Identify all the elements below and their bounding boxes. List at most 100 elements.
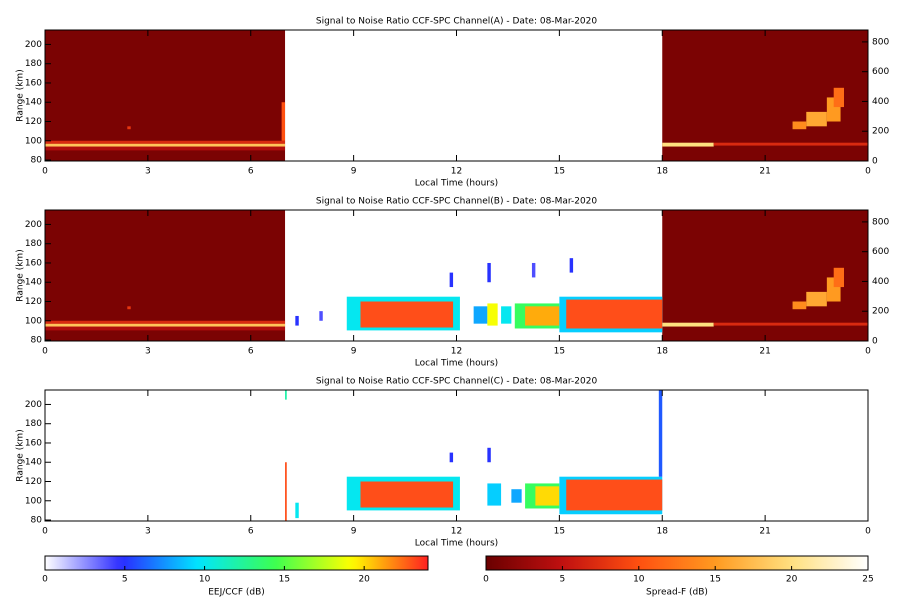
x-tick-label: 15 [554, 527, 565, 537]
x-tick-label: 21 [759, 167, 770, 177]
heatmap-cell [45, 143, 286, 147]
colorbar-tick-label: 25 [862, 575, 873, 585]
y2-tick-label: 600 [872, 247, 889, 257]
y-tick-label: 100 [25, 496, 42, 506]
heatmap-cell [566, 299, 663, 329]
heatmap-cell [295, 502, 299, 519]
x-tick-label: 12 [451, 167, 462, 177]
y-tick-label: 100 [25, 136, 42, 146]
x-tick-label: 0 [865, 527, 871, 537]
heatmap-cell [713, 142, 868, 146]
heatmap-cell [127, 306, 131, 310]
heatmap-cell [658, 390, 663, 477]
colorbar-tick-label: 0 [42, 575, 48, 585]
x-tick-label: 18 [657, 527, 669, 537]
x-tick-label: 6 [248, 347, 254, 357]
heatmap-cell [127, 126, 131, 130]
heatmap-cell [45, 140, 286, 144]
x-tick-label: 18 [657, 167, 669, 177]
heatmap-cell [792, 301, 807, 310]
y-tick-label: 120 [25, 297, 42, 307]
y2-tick-label: 400 [872, 97, 889, 107]
heatmap-cell [525, 306, 560, 326]
heatmap-cell [449, 272, 454, 288]
heatmap-cell [535, 486, 560, 506]
heatmap-cell [285, 462, 287, 521]
colorbar-tick-label: 15 [709, 575, 720, 585]
y-tick-label: 80 [31, 156, 43, 166]
y2-tick-label: 600 [872, 67, 889, 77]
colorbar-tick-label: 10 [633, 575, 645, 585]
heatmap-cell [806, 111, 827, 127]
x-axis-label: Local Time (hours) [415, 179, 498, 189]
x-tick-label: 6 [248, 527, 254, 537]
colorbar-tick-label: 5 [560, 575, 566, 585]
y-tick-label: 180 [25, 239, 42, 249]
y-tick-label: 140 [25, 98, 42, 108]
heatmap-cell [295, 315, 299, 326]
heatmap-cell [662, 142, 714, 147]
heatmap-cell [449, 452, 454, 463]
x-tick-label: 0 [865, 167, 871, 177]
x-tick-label: 3 [145, 527, 151, 537]
heatmap-cell [473, 306, 488, 324]
x-tick-label: 15 [554, 167, 565, 177]
heatmap-cell [566, 479, 663, 511]
panel-title: Signal to Noise Ratio CCF-SPC Channel(A)… [316, 17, 598, 27]
x-tick-label: 0 [865, 347, 871, 357]
y2-tick-label: 0 [872, 337, 878, 347]
y-tick-label: 180 [25, 59, 42, 69]
panel-title: Signal to Noise Ratio CCF-SPC Channel(C)… [316, 377, 598, 387]
y-tick-label: 120 [25, 477, 42, 487]
heatmap-cell [281, 102, 286, 141]
x-tick-label: 3 [145, 167, 151, 177]
x-tick-label: 18 [657, 347, 669, 357]
y2-tick-label: 200 [872, 307, 889, 317]
x-tick-label: 21 [759, 347, 770, 357]
x-tick-label: 0 [42, 527, 48, 537]
heatmap-cell [45, 30, 286, 161]
y2-tick-label: 0 [872, 157, 878, 167]
x-tick-label: 9 [351, 347, 357, 357]
colorbar-tick-label: 0 [483, 575, 489, 585]
y-axis-label: Range (km) [16, 249, 26, 301]
heatmap-cell [45, 323, 286, 327]
colorbar-tick-label: 5 [122, 575, 128, 585]
heatmap-cell [487, 303, 498, 326]
plot-area [285, 390, 663, 521]
y2-tick-label: 800 [872, 37, 889, 47]
plot-area [45, 30, 868, 161]
x-tick-label: 0 [42, 347, 48, 357]
y-tick-label: 140 [25, 278, 42, 288]
heatmap-cell [662, 322, 714, 327]
heatmap-cell [713, 322, 868, 326]
y2-tick-label: 200 [872, 127, 889, 137]
heatmap-cell [531, 262, 536, 278]
heatmap-cell [360, 301, 454, 328]
x-tick-label: 15 [554, 347, 565, 357]
y-tick-label: 160 [25, 258, 42, 268]
heatmap-cell [806, 291, 827, 307]
heatmap-cell [833, 267, 844, 288]
y2-tick-label: 400 [872, 277, 889, 287]
y-tick-label: 80 [31, 336, 43, 346]
x-tick-label: 9 [351, 527, 357, 537]
colorbar-tick-label: 10 [199, 575, 211, 585]
x-tick-label: 12 [451, 347, 462, 357]
heatmap-cell [487, 483, 502, 506]
x-axis-label: Local Time (hours) [415, 359, 498, 369]
colorbar-label: Spread-F (dB) [646, 588, 708, 598]
heatmap-cell [569, 258, 574, 273]
heatmap-cell [45, 320, 286, 324]
y-tick-label: 140 [25, 458, 42, 468]
colorbar-label: EEJ/CCF (dB) [208, 588, 265, 598]
heatmap-cell [319, 311, 323, 321]
plot-area [45, 210, 868, 341]
y-tick-label: 200 [25, 400, 42, 410]
heatmap-cell [487, 447, 491, 463]
heatmap-cell [285, 390, 287, 400]
y-tick-label: 160 [25, 78, 42, 88]
y-tick-label: 200 [25, 220, 42, 230]
x-axis-label: Local Time (hours) [415, 539, 498, 549]
